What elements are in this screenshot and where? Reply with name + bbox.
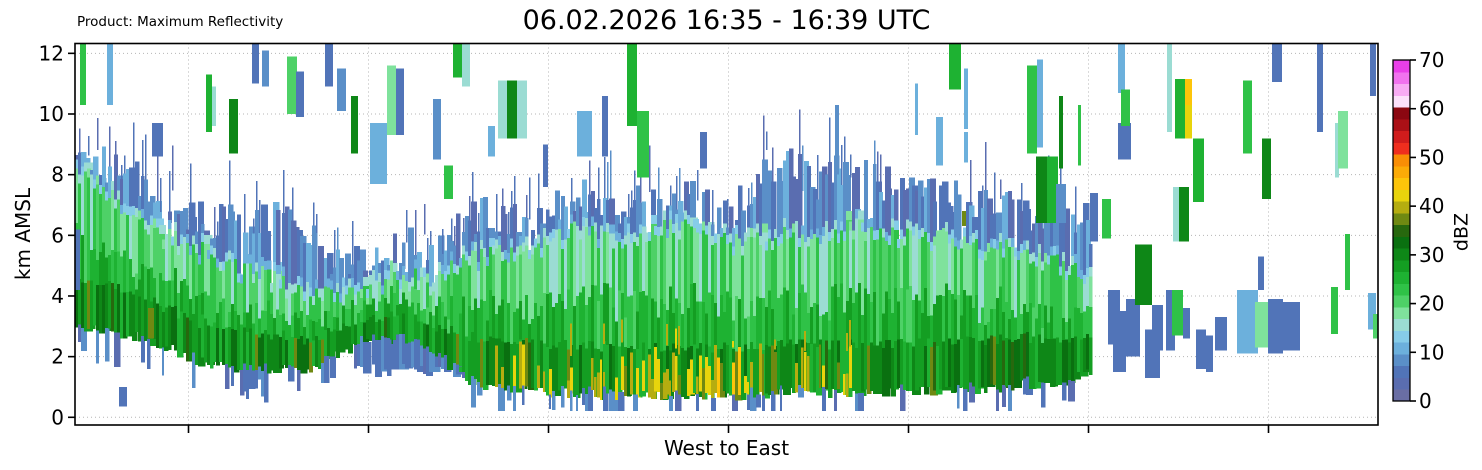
svg-text:12: 12 (39, 41, 64, 65)
svg-text:10: 10 (1419, 340, 1444, 364)
chart-title: 06.02.2026 16:35 - 16:39 UTC (522, 5, 931, 36)
svg-text:30: 30 (1419, 243, 1444, 267)
svg-text:6: 6 (51, 223, 64, 247)
svg-text:2: 2 (51, 345, 64, 369)
svg-text:50: 50 (1419, 145, 1444, 169)
x-axis-label: West to East (663, 436, 790, 460)
svg-text:10: 10 (39, 102, 64, 126)
svg-text:0: 0 (51, 405, 64, 429)
svg-text:20: 20 (1419, 292, 1444, 316)
product-label: Product: Maximum Reflectivity (77, 14, 284, 30)
svg-text:70: 70 (1419, 48, 1444, 72)
svg-text:0: 0 (1419, 389, 1432, 413)
svg-text:40: 40 (1419, 194, 1444, 218)
svg-text:4: 4 (51, 284, 64, 308)
svg-text:60: 60 (1419, 97, 1444, 121)
svg-text:8: 8 (51, 163, 64, 187)
